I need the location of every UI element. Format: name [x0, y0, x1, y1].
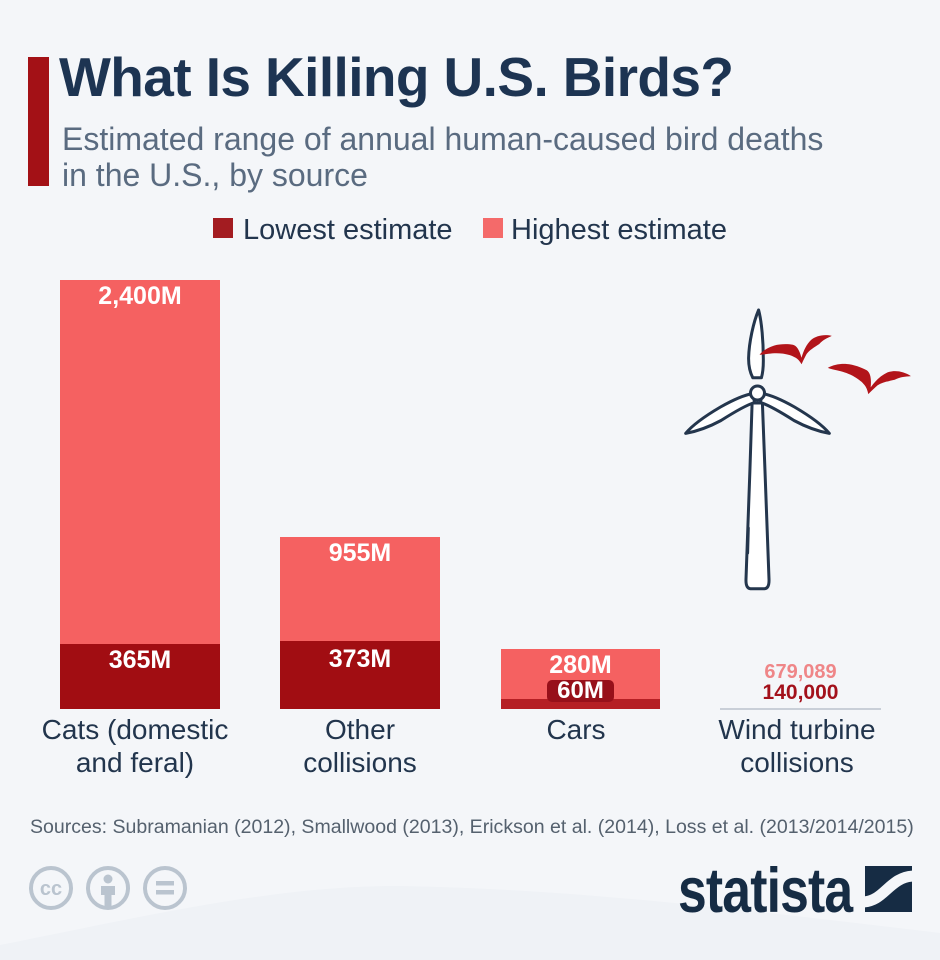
svg-text:cc: cc — [40, 878, 62, 900]
